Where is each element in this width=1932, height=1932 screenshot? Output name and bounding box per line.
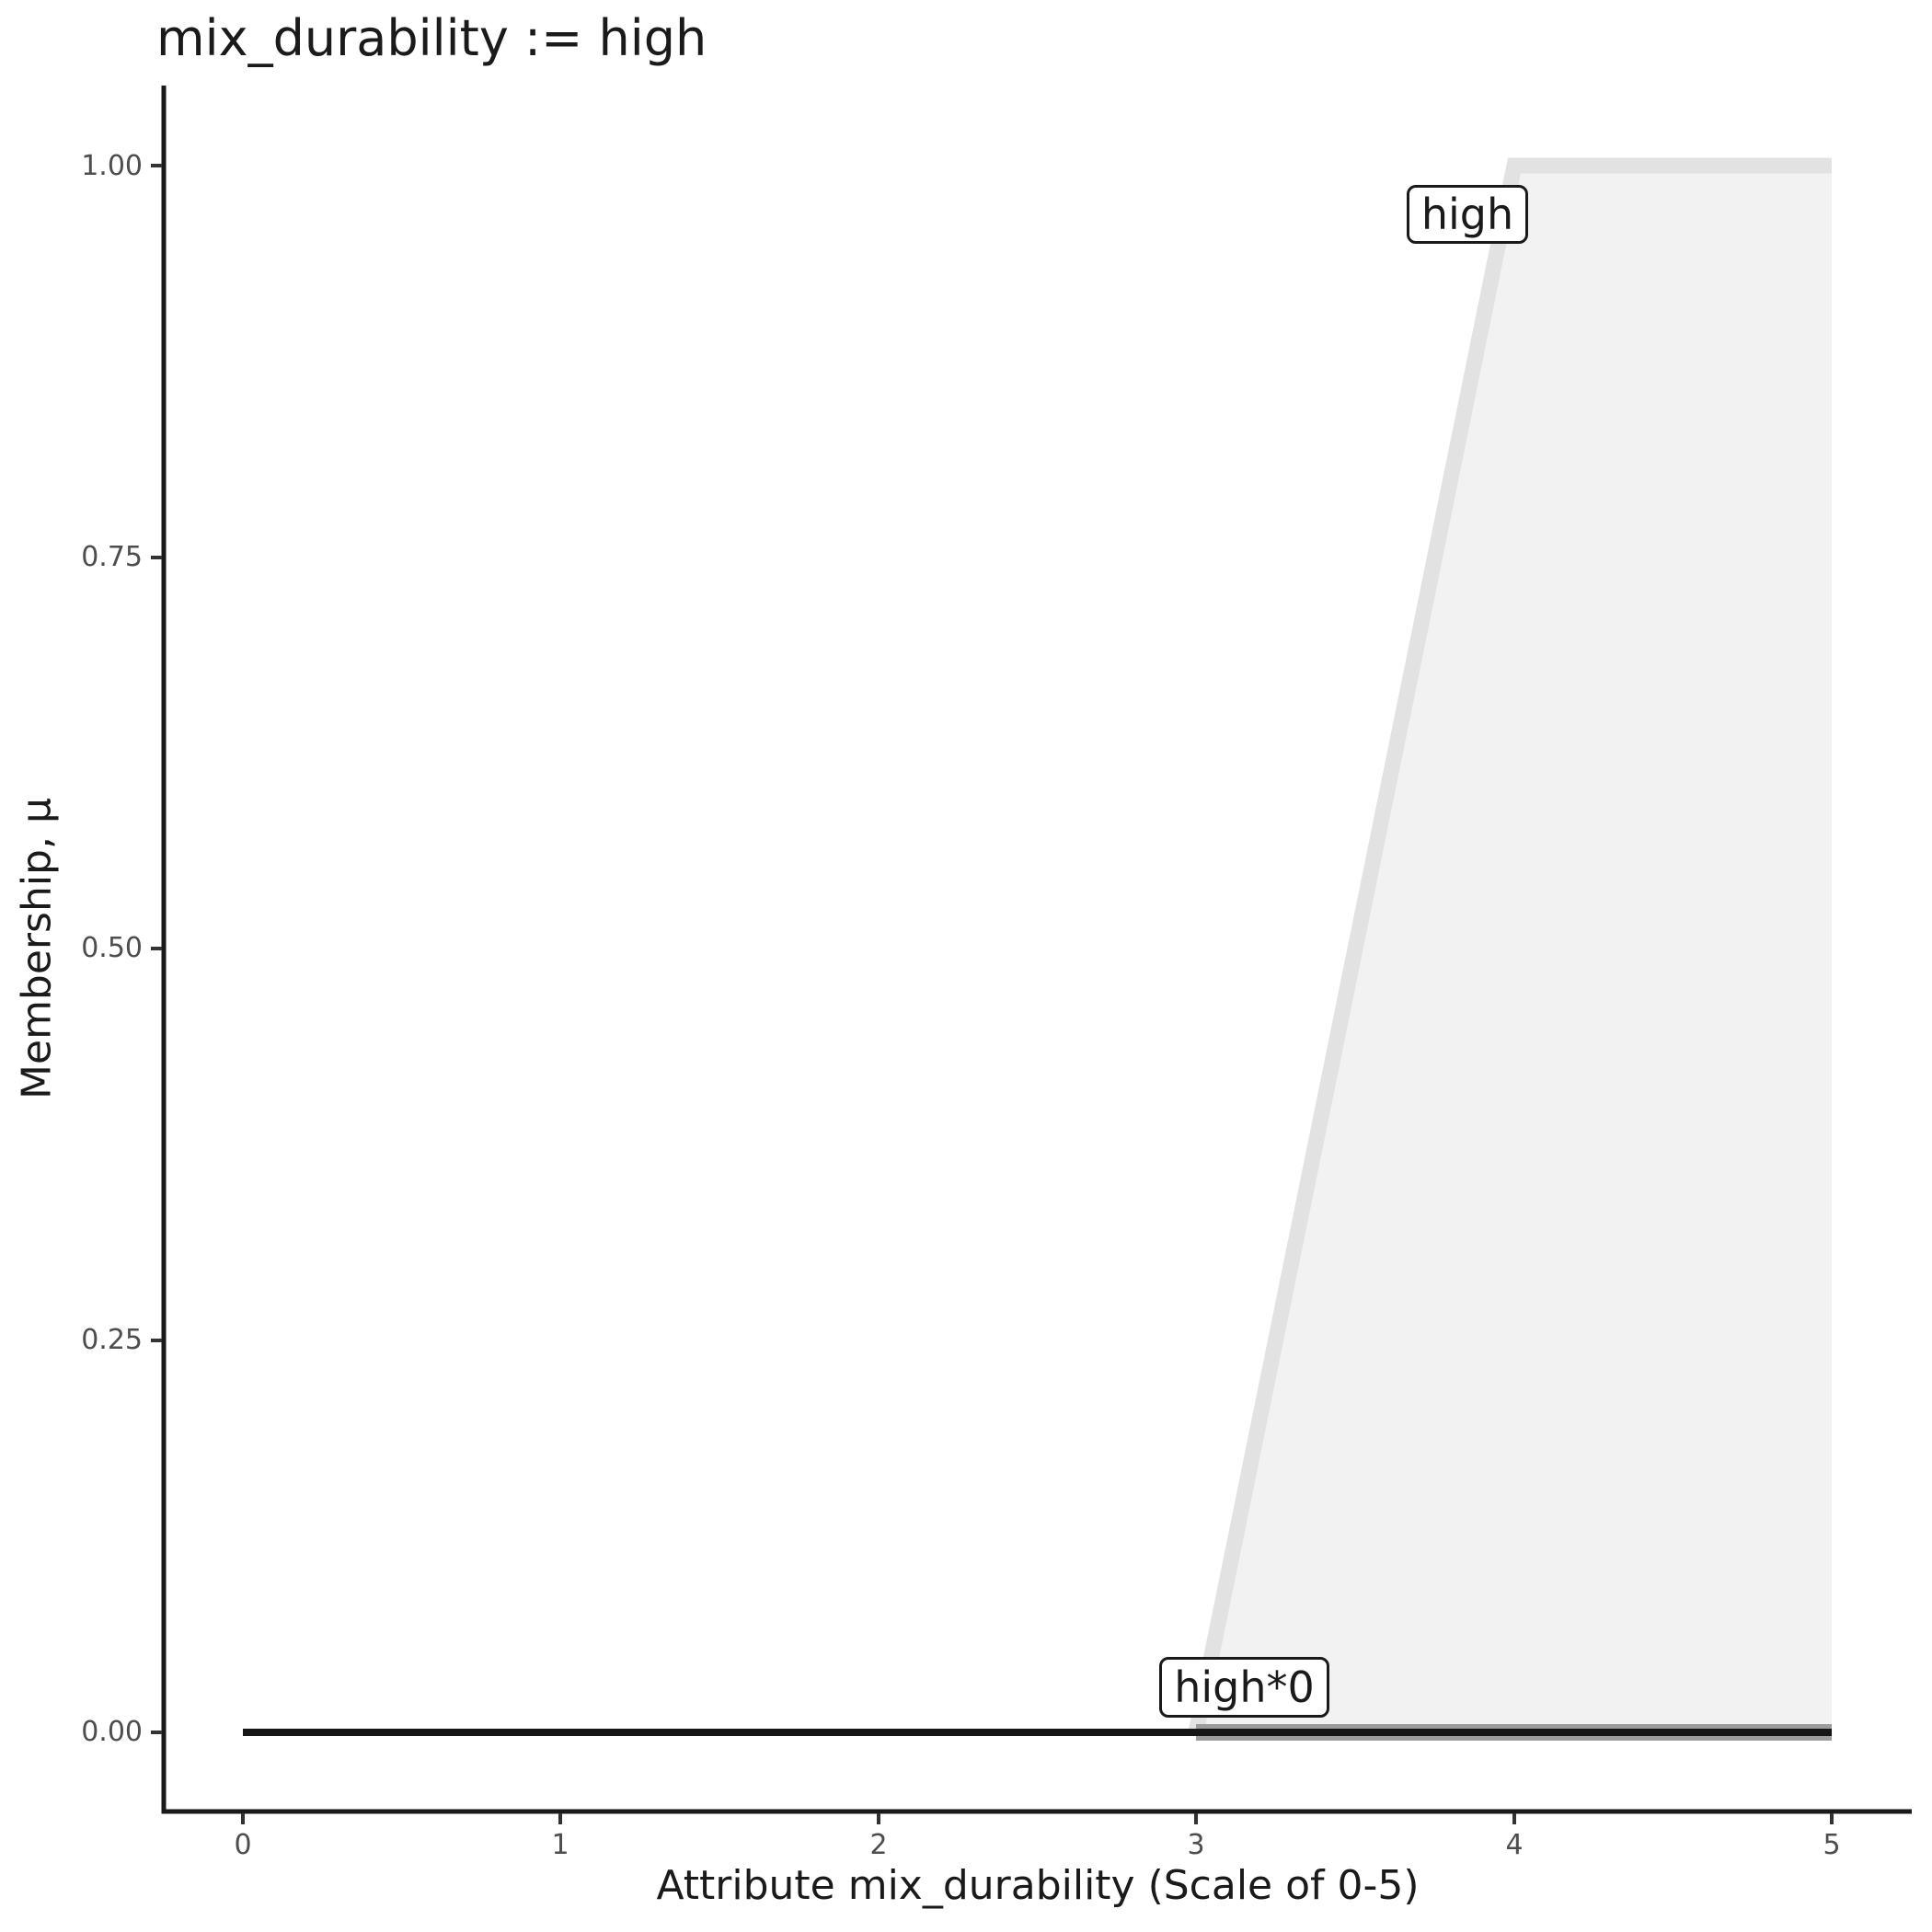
- x-tick-label-5: 5: [1823, 1829, 1841, 1861]
- y-axis-title: Membership, μ: [13, 798, 61, 1099]
- tick-marks: [151, 164, 1834, 1824]
- high-function-label: high: [1407, 185, 1528, 244]
- high-membership-line: [1188, 157, 1832, 1734]
- x-tick-label-3: 3: [1187, 1829, 1205, 1861]
- x-axis-title: Attribute mix_durability (Scale of 0-5): [656, 1862, 1420, 1909]
- high0-function-label: high*0: [1159, 1657, 1329, 1718]
- x-tick-label-2: 2: [869, 1829, 888, 1861]
- axis-lines: [161, 86, 1912, 1814]
- high-function-label-text: high: [1420, 190, 1514, 239]
- x-tick-label-0: 0: [234, 1829, 252, 1861]
- y-tick-label-0.75: 0.75: [81, 541, 143, 573]
- plot-title: mix_durability := high: [156, 9, 707, 67]
- x-tick-label-4: 4: [1505, 1829, 1524, 1861]
- y-tick-label-0.50: 0.50: [81, 932, 143, 964]
- x-tick-label-1: 1: [551, 1829, 569, 1861]
- y-tick-label-1.00: 1.00: [81, 150, 143, 182]
- high-region-fill: [1196, 166, 1832, 1732]
- y-tick-label-0.25: 0.25: [81, 1324, 143, 1356]
- high0-function-label-text: high*0: [1174, 1662, 1315, 1712]
- y-tick-label-0.00: 0.00: [81, 1716, 143, 1748]
